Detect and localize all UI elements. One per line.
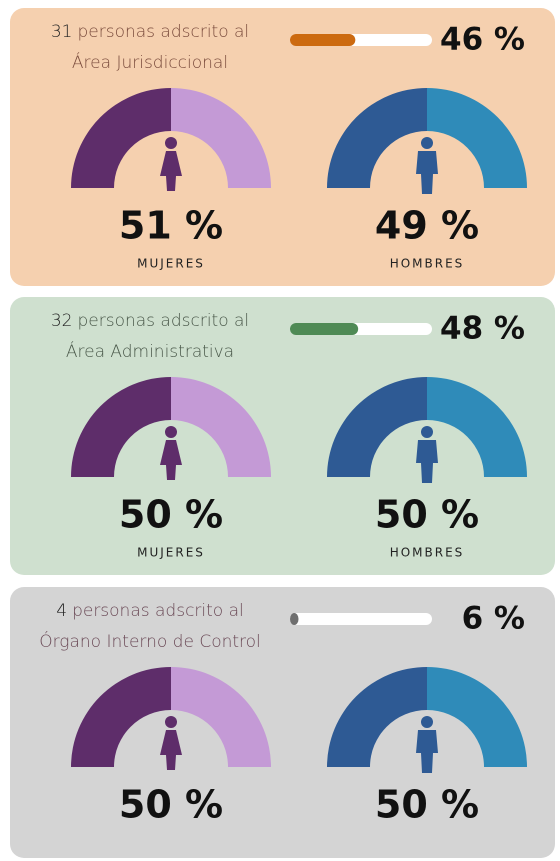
gauge-right [427, 88, 527, 188]
women-percent: 50 % [119, 493, 223, 537]
person-icon-head [421, 426, 433, 438]
progress-fill [290, 323, 359, 335]
person-icon-body [416, 730, 438, 773]
gauge-right [171, 88, 271, 188]
gauge-right [171, 377, 271, 477]
person-icon-body [160, 440, 182, 480]
area-name: Área Administrativa [66, 340, 234, 362]
count: 32 [51, 311, 73, 331]
count-text: personas adscrito al [77, 311, 249, 331]
panel: 31 personas adscrito al Área Jurisdicciona… [10, 8, 555, 286]
percent-label: 6 % [462, 601, 525, 637]
panel-background [10, 8, 555, 286]
person-icon-head [421, 716, 433, 728]
panel-heading: 32 personas adscrito al [51, 311, 249, 331]
progress-track [290, 613, 432, 625]
area-name: Área Jurisdiccional [72, 51, 228, 73]
women-caption: MUJERES [137, 257, 205, 271]
person-icon-body [160, 730, 182, 770]
person-icon-body [416, 151, 438, 194]
men-caption: HOMBRES [390, 257, 465, 271]
percent-label: 46 % [440, 22, 525, 58]
count: 31 [51, 22, 73, 42]
women-caption: MUJERES [137, 546, 205, 560]
percent-label: 48 % [440, 311, 525, 347]
men-percent: 49 % [375, 204, 479, 248]
panel-background [10, 297, 555, 575]
gauge-right [427, 377, 527, 477]
area-name: Órgano Interno de Control [39, 630, 261, 652]
person-icon-head [165, 716, 177, 728]
men-percent: 50 % [375, 493, 479, 537]
panel-heading: 31 personas adscrito al [51, 22, 249, 42]
person-icon-body [160, 151, 182, 191]
women-percent: 51 % [119, 204, 223, 248]
panel: 32 personas adscrito al Área Administrativ… [10, 297, 555, 575]
count-text: personas adscrito al [72, 601, 244, 621]
men-caption: HOMBRES [390, 546, 465, 560]
panel-background [10, 587, 555, 858]
gauge-left [327, 88, 427, 188]
gauge-right [427, 667, 527, 767]
progress-fill [290, 34, 356, 46]
gauge-left [327, 377, 427, 477]
panel-heading: 4 personas adscrito al [56, 601, 244, 621]
gauge-left [71, 667, 171, 767]
gauge-left [327, 667, 427, 767]
gauge-left [71, 88, 171, 188]
person-icon-body [416, 440, 438, 483]
progress-fill [290, 613, 299, 625]
women-percent: 50 % [119, 783, 223, 827]
person-icon-head [421, 137, 433, 149]
person-icon-head [165, 137, 177, 149]
men-percent: 50 % [375, 783, 479, 827]
person-icon-head [165, 426, 177, 438]
gauge-left [71, 377, 171, 477]
panel: 4 personas adscrito al Órgano Interno de C… [10, 587, 555, 858]
gauge-right [171, 667, 271, 767]
count: 4 [56, 601, 67, 621]
count-text: personas adscrito al [77, 22, 249, 42]
